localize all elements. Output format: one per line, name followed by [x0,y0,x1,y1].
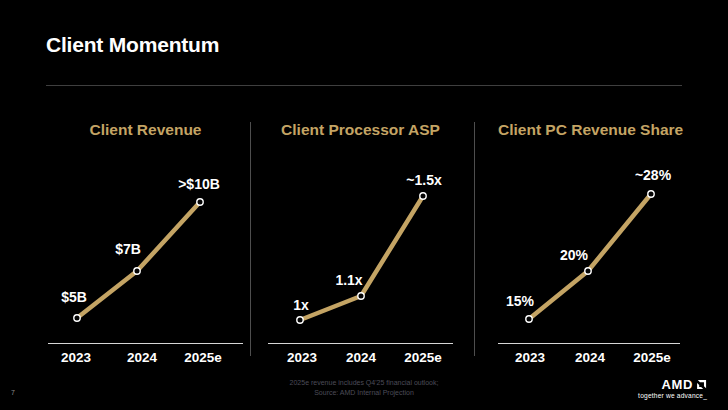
trend-line [529,194,651,319]
x-axis-label: 2024 [127,350,157,365]
value-label: ~28% [635,167,671,184]
footnote-line: Source: AMD Internal Projection [0,388,728,398]
data-point-marker [134,268,140,274]
header-rule [46,85,682,86]
value-label: 1.1x [335,272,362,289]
data-point-marker [297,317,303,323]
value-label: ~1.5x [406,172,441,189]
x-axis-label: 2025e [184,350,222,365]
value-label: 1x [293,297,309,314]
amd-arrow-icon [696,379,707,390]
x-axis-label: 2023 [515,350,545,365]
x-axis-line [48,343,243,344]
footnote-line: 2025e revenue includes Q4'25 financial o… [0,378,728,388]
page-title: Client Momentum [46,33,219,57]
chart-client-revenue: Client Revenue $5B $7B >$10B 2023 2024 2… [48,115,243,367]
value-label: $7B [115,241,141,258]
chart-client-processor-asp: Client Processor ASP 1x 1.1x ~1.5x 2023 … [268,115,453,367]
x-axis-label: 2024 [346,350,376,365]
trend-line [300,196,423,320]
footnote: 2025e revenue includes Q4'25 financial o… [0,378,728,398]
amd-tagline: together we advance_ [638,392,707,399]
x-axis-label: 2024 [575,350,605,365]
data-point-marker [74,315,80,321]
data-point-marker [420,193,426,199]
x-axis-label: 2025e [404,350,442,365]
slide: Client Momentum Client Revenue $5B $7B >… [0,0,728,410]
amd-wordmark: AMD [662,378,693,391]
x-axis-label: 2023 [287,350,317,365]
x-axis-line [498,343,680,344]
data-point-marker [526,316,532,322]
chart-client-pc-revenue-share: Client PC Revenue Share 15% 20% ~28% 202… [498,115,680,367]
value-label: >$10B [178,176,220,193]
x-axis-line [268,343,453,344]
value-label: 15% [506,293,534,310]
data-point-marker [197,199,203,205]
line-chart [48,115,243,343]
x-axis-label: 2023 [61,350,91,365]
trend-line [77,202,200,318]
amd-logo: AMD together we advance_ [638,378,707,399]
data-point-marker [648,191,654,197]
data-point-marker [585,268,591,274]
panel-divider [474,122,475,356]
data-point-marker [358,293,364,299]
panel-divider [250,122,251,356]
value-label: 20% [560,247,588,264]
x-axis-label: 2025e [633,350,671,365]
value-label: $5B [61,289,87,306]
